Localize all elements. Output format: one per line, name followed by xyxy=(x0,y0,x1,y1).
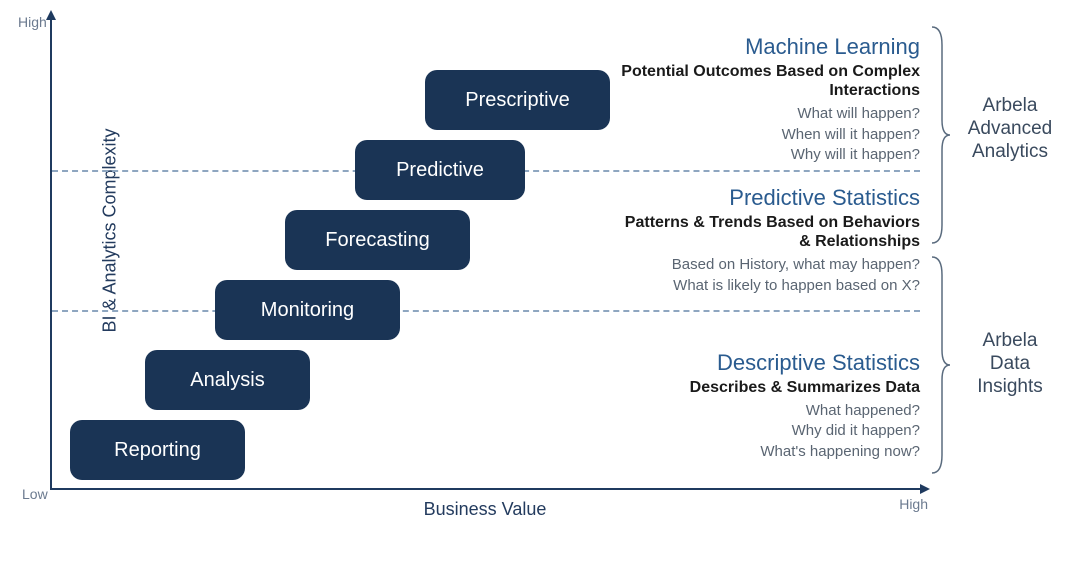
annotation-title: Descriptive Statistics xyxy=(615,350,920,376)
y-axis-label: BI & Analytics Complexity xyxy=(100,128,121,332)
x-axis-label: Business Value xyxy=(424,499,547,520)
bracket-label-line: Insights xyxy=(977,376,1042,397)
annotation-question: What is likely to happen based on X? xyxy=(615,276,920,296)
annotation-subtitle: Describes & Summarizes Data xyxy=(615,378,920,397)
step-label: Predictive xyxy=(396,159,484,182)
bracket-advanced xyxy=(930,25,952,245)
bracket-label-line: Advanced xyxy=(968,118,1053,139)
step-analysis: Analysis xyxy=(145,350,310,410)
chart-area: BI & Analytics Complexity Business Value… xyxy=(50,20,920,520)
bracket-label-advanced: Arbela Advanced Analytics xyxy=(955,95,1065,163)
step-prescriptive: Prescriptive xyxy=(425,70,610,130)
annotation-predictive: Predictive Statistics Patterns & Trends … xyxy=(615,185,920,296)
annotation-ml: Machine Learning Potential Outcomes Base… xyxy=(615,34,920,165)
annotation-title: Predictive Statistics xyxy=(615,185,920,211)
annotation-question: Based on History, what may happen? xyxy=(615,255,920,275)
annotation-question: What will happen? xyxy=(615,104,920,124)
bracket-label-line: Analytics xyxy=(972,141,1048,162)
step-label: Analysis xyxy=(190,369,264,392)
step-forecasting: Forecasting xyxy=(285,210,470,270)
annotation-subtitle: Patterns & Trends Based on Behaviors & R… xyxy=(615,213,920,251)
step-label: Forecasting xyxy=(325,229,430,252)
step-label: Prescriptive xyxy=(465,89,569,112)
step-label: Monitoring xyxy=(261,299,354,322)
annotation-subtitle: Potential Outcomes Based on Complex Inte… xyxy=(615,62,920,100)
step-monitoring: Monitoring xyxy=(215,280,400,340)
annotation-descriptive: Descriptive Statistics Describes & Summa… xyxy=(615,350,920,462)
bracket-label-line: Arbela xyxy=(983,330,1038,351)
annotation-question: When will it happen? xyxy=(615,125,920,145)
bracket-insights xyxy=(930,255,952,475)
bracket-label-line: Data xyxy=(990,353,1030,374)
bracket-label-insights: Arbela Data Insights xyxy=(955,330,1065,398)
y-axis-low: Low xyxy=(22,486,48,502)
divider-lower xyxy=(52,310,920,312)
y-axis-high: High xyxy=(18,14,47,30)
step-label: Reporting xyxy=(114,439,201,462)
annotation-question: What happened? xyxy=(615,401,920,421)
annotation-title: Machine Learning xyxy=(615,34,920,60)
y-axis xyxy=(50,20,52,490)
annotation-question: What's happening now? xyxy=(615,442,920,462)
step-predictive: Predictive xyxy=(355,140,525,200)
annotation-question: Why did it happen? xyxy=(615,421,920,441)
x-axis xyxy=(50,488,920,490)
bracket-label-line: Arbela xyxy=(983,95,1038,116)
annotation-question: Why will it happen? xyxy=(615,145,920,165)
x-axis-high: High xyxy=(899,496,928,512)
step-reporting: Reporting xyxy=(70,420,245,480)
